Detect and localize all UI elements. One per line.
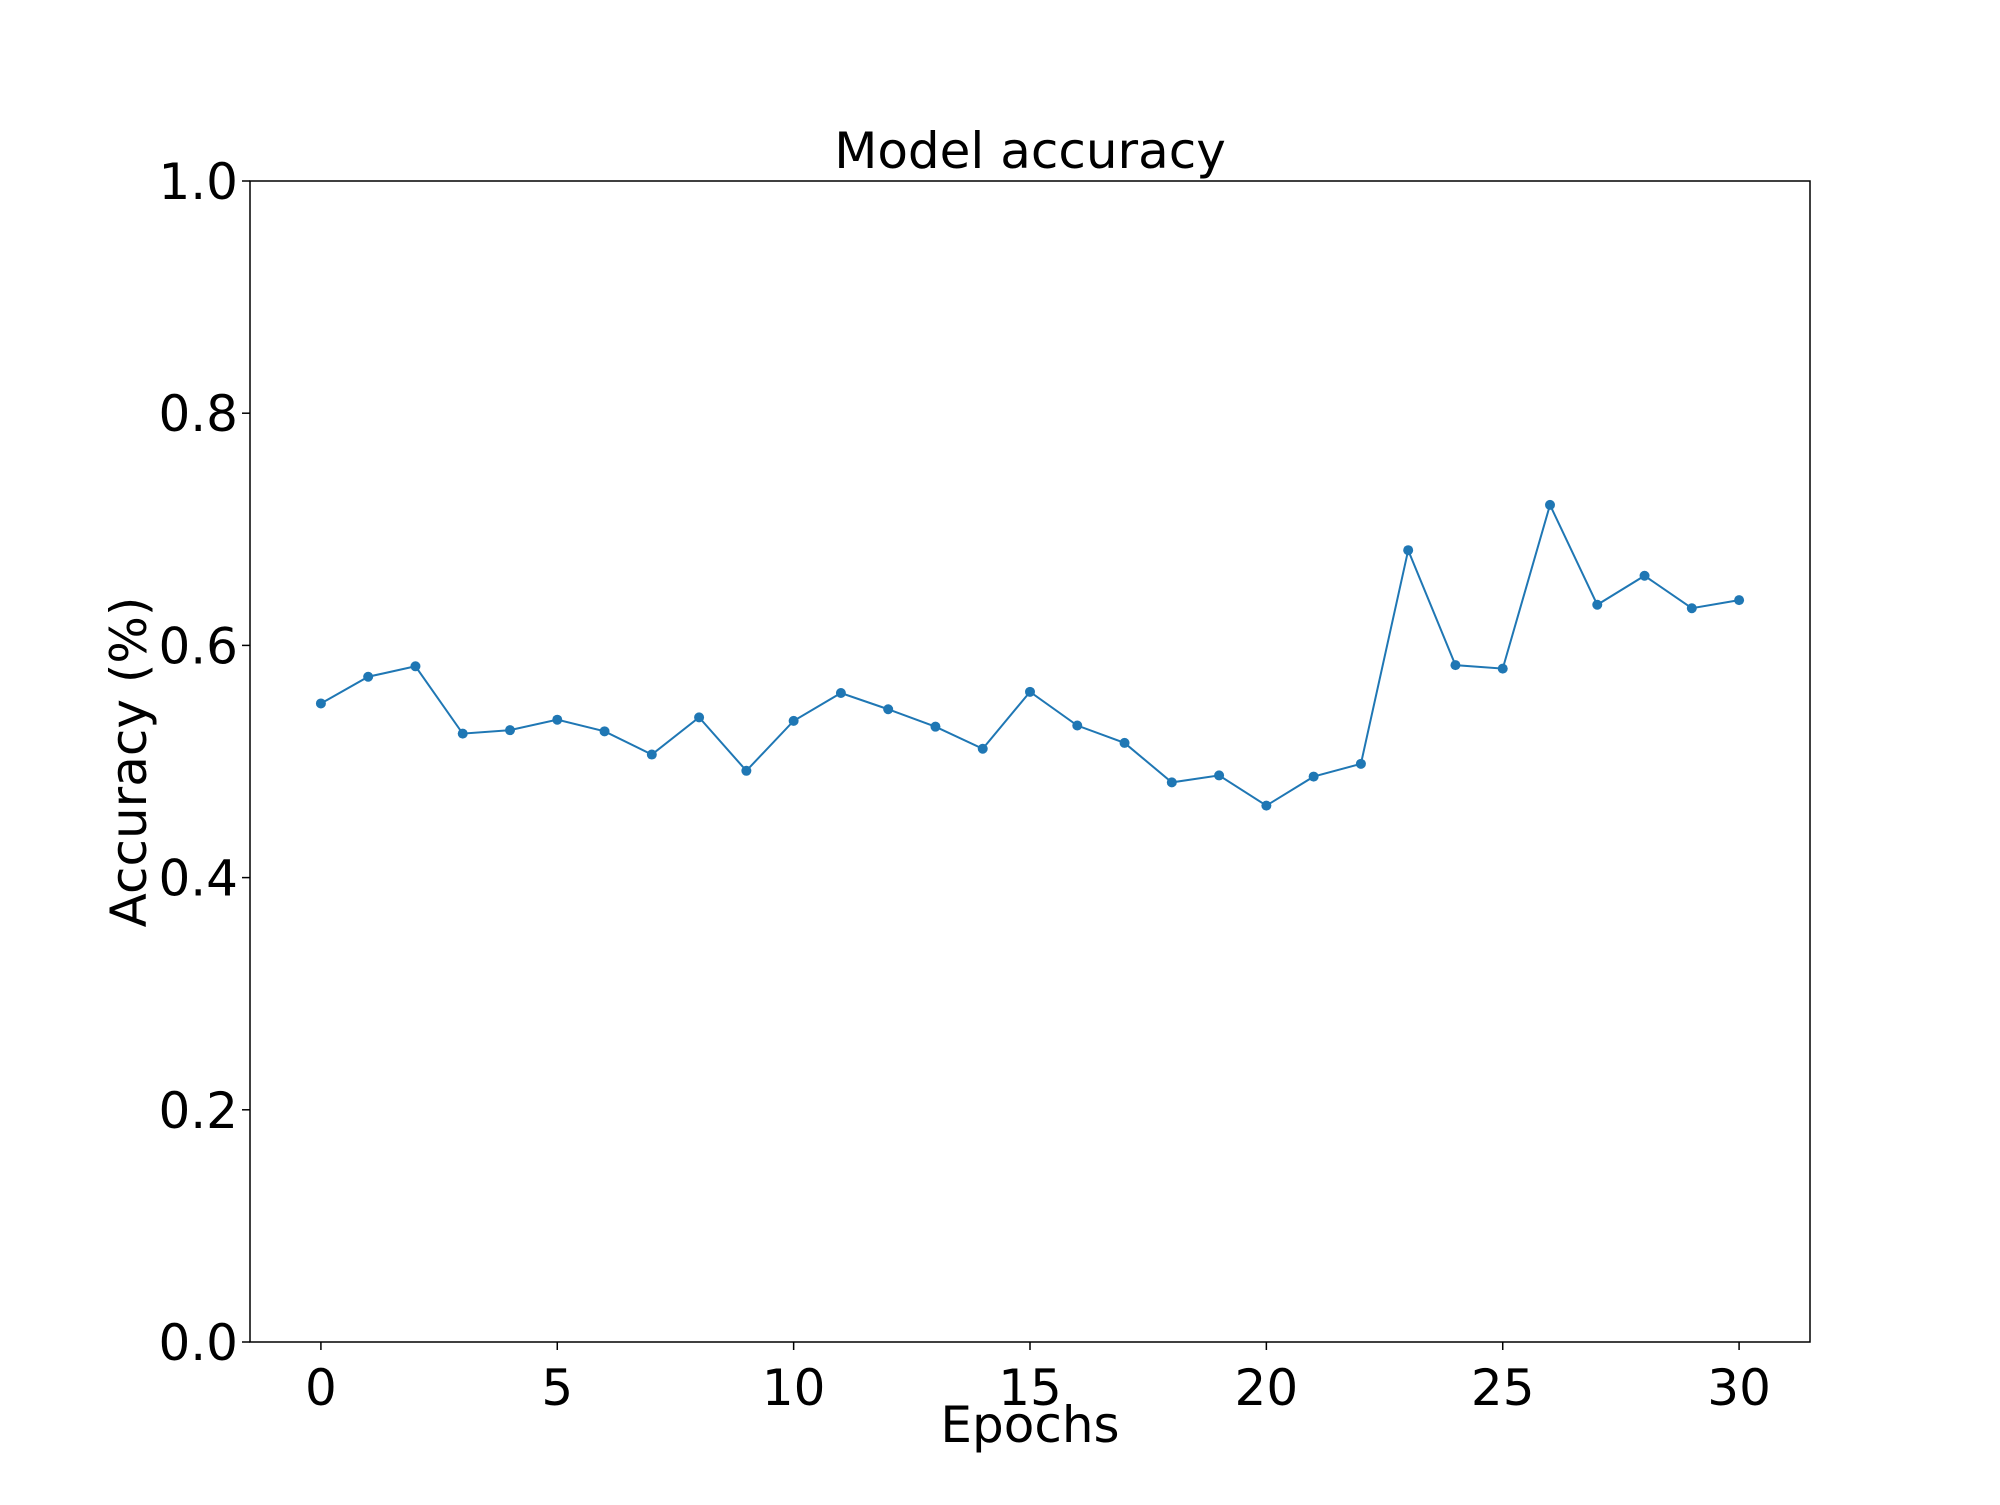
data-point [741, 765, 752, 776]
x-tick-label: 10 [762, 1359, 826, 1417]
y-axis-label: Accuracy (%) [100, 597, 158, 928]
plot-area: 0 5 10 15 20 25 30 0.0 0.2 0.4 0.6 0.8 1.0 [158, 153, 1811, 1417]
data-point [1592, 599, 1603, 610]
data-point [1214, 770, 1225, 781]
y-tick-label: 0.6 [158, 617, 238, 675]
data-point [1734, 595, 1745, 606]
data-point [1119, 737, 1130, 748]
y-tick-label: 1.0 [158, 153, 238, 211]
x-axis-label: Epochs [940, 1396, 1119, 1454]
x-tick-label: 0 [305, 1359, 337, 1417]
data-point [363, 671, 374, 682]
data-point [599, 726, 610, 737]
data-point [1686, 603, 1697, 614]
y-tick-label: 0.0 [158, 1314, 238, 1372]
data-point [552, 714, 563, 725]
x-tick-label: 30 [1707, 1359, 1771, 1417]
data-point [457, 728, 468, 739]
data-point [883, 704, 894, 715]
data-point [646, 749, 657, 760]
data-point [1497, 663, 1508, 674]
data-point [977, 743, 988, 754]
data-point [694, 712, 705, 723]
chart-title: Model accuracy [834, 122, 1226, 180]
data-point [788, 715, 799, 726]
data-point [1450, 660, 1461, 671]
data-point [1639, 570, 1650, 581]
data-point [315, 698, 326, 709]
data-point [1166, 777, 1177, 788]
data-point [1308, 771, 1319, 782]
data-point [930, 721, 941, 732]
data-point [1355, 758, 1366, 769]
data-point [1072, 720, 1083, 731]
y-tick-label: 0.2 [158, 1082, 238, 1140]
x-tick-label: 15 [998, 1359, 1062, 1417]
data-point [410, 661, 421, 672]
data-point [1261, 800, 1272, 811]
x-tick-label: 25 [1471, 1359, 1535, 1417]
data-point [835, 688, 846, 699]
x-tick-label: 20 [1235, 1359, 1299, 1417]
data-point [505, 725, 515, 736]
data-point [1025, 686, 1035, 697]
x-tick-label: 5 [541, 1359, 573, 1417]
y-tick-label: 0.4 [158, 850, 238, 908]
series-line [320, 502, 1740, 807]
plot-frame [249, 180, 1811, 1343]
y-tick-label: 0.8 [158, 385, 238, 443]
data-point [1403, 545, 1414, 556]
data-point [1545, 499, 1555, 510]
